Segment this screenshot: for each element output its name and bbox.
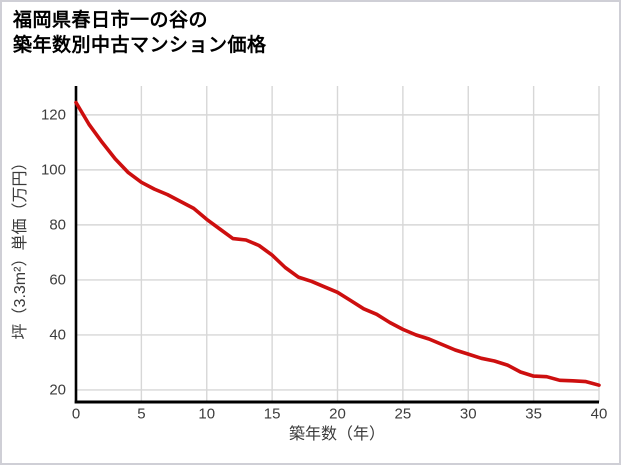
y-tick-label: 120 — [41, 106, 66, 123]
axes — [74, 86, 599, 404]
y-tick-label: 20 — [49, 381, 66, 398]
x-tick-label: 5 — [137, 406, 145, 423]
x-tick-label: 25 — [395, 406, 412, 423]
tick-labels: 0 5 10 15 20 25 30 35 40 20 40 60 80 100 120 — [41, 106, 607, 422]
x-tick-label: 15 — [264, 406, 281, 423]
y-axis-label: 坪（3.3m²）単価（万円） — [11, 155, 29, 340]
price-line — [74, 100, 601, 388]
gridlines — [76, 86, 600, 402]
x-tick-label: 35 — [525, 406, 542, 423]
x-tick-label: 10 — [198, 406, 215, 423]
x-axis-label: 築年数（年） — [289, 425, 385, 443]
chart-title-line2: 築年数別中古マンション価格 — [13, 35, 267, 56]
x-tick-label: 20 — [329, 406, 346, 423]
y-tick-label: 100 — [41, 161, 66, 178]
x-tick-label: 40 — [591, 406, 608, 423]
y-tick-label: 40 — [49, 326, 66, 343]
chart-title: 福岡県春日市一の谷の 築年数別中古マンション価格 — [13, 8, 267, 58]
x-tick-label: 30 — [460, 406, 477, 423]
price-line-series — [74, 100, 601, 388]
x-tick-label: 0 — [72, 406, 80, 423]
y-tick-label: 80 — [49, 216, 66, 233]
y-tick-label: 60 — [49, 271, 66, 288]
chart-title-line1: 福岡県春日市一の谷の — [13, 10, 209, 31]
